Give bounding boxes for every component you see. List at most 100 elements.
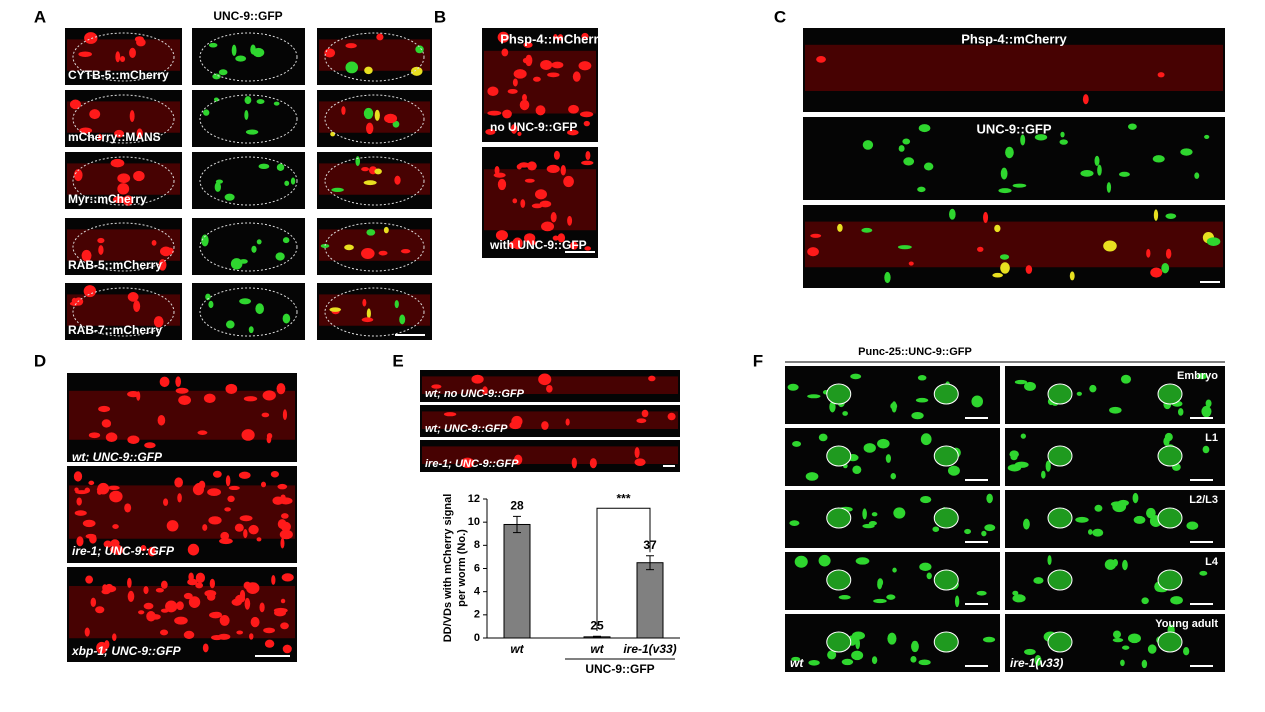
neuron-outline (1047, 383, 1073, 405)
cell-signal (266, 433, 273, 439)
cell-signal (570, 241, 579, 250)
cell-signal (225, 383, 238, 395)
neuron-outline (933, 383, 959, 405)
cell-signal (890, 402, 898, 410)
cell-signal (871, 656, 878, 665)
cell-signal (540, 59, 553, 70)
cell-signal (1094, 504, 1103, 512)
cell-signal (553, 34, 558, 40)
cell-signal (97, 237, 105, 244)
cell-signal (115, 51, 121, 63)
cell-signal (212, 73, 221, 80)
cell-signal (1076, 391, 1082, 396)
cell-signal (225, 475, 231, 487)
cell-signal (280, 521, 291, 532)
cell-signal (361, 317, 374, 323)
cell-signal (902, 138, 911, 145)
cell-signal (877, 578, 884, 587)
cell-signal (1012, 590, 1019, 596)
cell-signal (1012, 594, 1026, 603)
micrograph (1005, 366, 1225, 424)
cell-outline (199, 222, 298, 272)
cell-signal (851, 631, 865, 640)
cell-signal (329, 307, 342, 312)
cell-signal (1087, 529, 1093, 535)
cell-signal (273, 101, 280, 106)
cell-signal (246, 582, 260, 594)
cell-signal (383, 226, 389, 234)
cell-signal (546, 164, 560, 174)
cell-signal (213, 97, 219, 102)
cell-signal (415, 45, 424, 54)
label: wt (510, 642, 524, 656)
neuron-outline (1157, 445, 1183, 467)
cell-signal (807, 394, 821, 399)
cell-signal (1023, 518, 1030, 530)
cell-signal (917, 186, 926, 193)
cell-signal (539, 200, 552, 208)
label: wt (790, 656, 804, 670)
cell-signal (178, 395, 192, 406)
cell-signal (112, 195, 126, 204)
neuron-outline (1157, 383, 1183, 405)
cell-signal (565, 418, 570, 426)
cell-signal (203, 393, 216, 403)
micrograph (785, 552, 1000, 610)
red-haze (69, 586, 295, 639)
cell-signal (276, 383, 286, 395)
neuron-outline (933, 569, 959, 591)
cell-signal (992, 272, 1003, 278)
micrograph (192, 218, 305, 275)
cell-signal (114, 129, 125, 138)
cell-signal (862, 523, 875, 529)
cell-signal (791, 656, 801, 662)
neuron-outline (1157, 631, 1183, 653)
label: Phsp-4::mCherry (500, 31, 606, 46)
cell-signal (585, 150, 591, 161)
label: Embryo (1177, 370, 1218, 382)
cell-signal (557, 34, 564, 41)
cell-signal (550, 212, 557, 223)
cell-signal (256, 239, 262, 245)
cell-outline (324, 32, 425, 82)
cell-signal (1146, 248, 1151, 258)
cell-signal (816, 56, 826, 63)
cell-signal (842, 411, 848, 416)
cell-signal (248, 524, 259, 535)
cell-signal (243, 396, 258, 402)
cell-signal (270, 470, 279, 478)
cell-signal (117, 183, 130, 195)
red-haze (422, 411, 678, 429)
cell-signal (855, 637, 861, 650)
cell-signal (344, 244, 354, 251)
cell-signal (194, 482, 204, 490)
cell-signal (211, 611, 223, 618)
cell-signal (1112, 501, 1127, 513)
cell-signal (1024, 381, 1036, 391)
cell-signal (107, 485, 120, 491)
cell-signal (571, 457, 577, 469)
cell-signal (384, 113, 398, 124)
cell-signal (207, 488, 222, 496)
cell-signal (153, 316, 164, 328)
cell-signal (366, 229, 376, 236)
cell-signal (262, 390, 276, 401)
cell-signal (209, 578, 216, 589)
cell-signal (218, 69, 228, 76)
cell-signal (400, 248, 411, 254)
label: Phsp-4::mCherry (961, 31, 1067, 46)
cell-signal (85, 533, 97, 539)
cell-signal (1122, 559, 1128, 571)
cell-signal (1170, 596, 1183, 605)
cell-signal (159, 376, 170, 388)
cell-signal (999, 254, 1010, 260)
cell-signal (862, 508, 867, 520)
cell-outline (72, 94, 175, 144)
label: C (774, 7, 786, 26)
label: no UNC-9::GFP (490, 120, 577, 134)
cell-signal (202, 643, 209, 653)
cell-signal (376, 33, 384, 41)
cell-signal (88, 480, 95, 486)
cell-signal (75, 490, 89, 495)
cell-signal (183, 592, 193, 600)
